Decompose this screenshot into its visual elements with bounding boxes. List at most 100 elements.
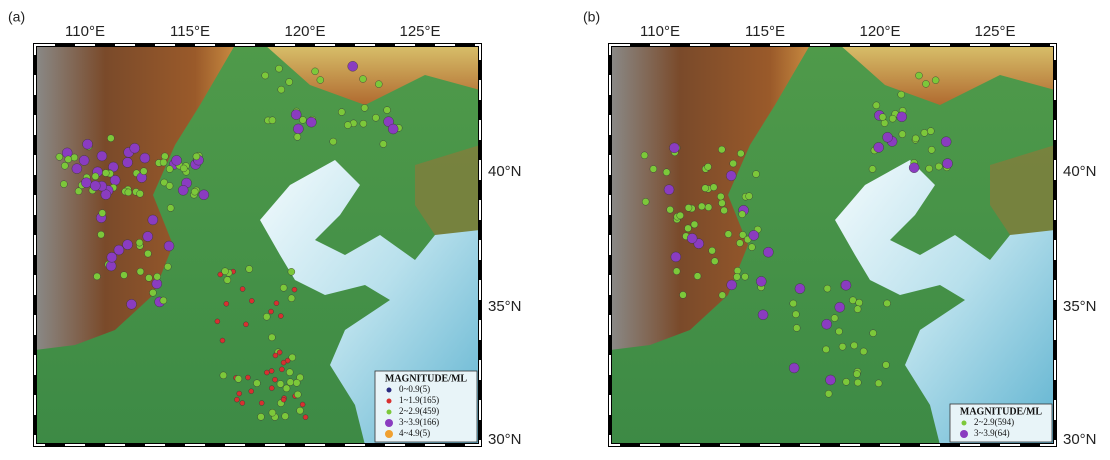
event-dot (149, 289, 156, 296)
event-dot (650, 165, 657, 172)
event-dot (249, 389, 254, 394)
event-dot (140, 153, 150, 163)
event-dot (879, 114, 886, 121)
event-dot (278, 86, 285, 93)
event-dot (79, 155, 89, 165)
event-dot (99, 210, 106, 217)
event-dot (166, 182, 173, 189)
event-dot (278, 313, 283, 318)
panel-label: (a) (8, 9, 25, 25)
event-dot (293, 124, 303, 134)
event-dot (338, 109, 345, 116)
event-dot (826, 375, 836, 385)
event-dot (144, 250, 151, 257)
map-panel: MAGNITUDE/ML2~2.9(594)3~3.9(64) (610, 45, 1055, 445)
event-dot (825, 390, 832, 397)
event-dot (849, 297, 856, 304)
event-dot (120, 272, 127, 279)
event-dot (243, 322, 248, 327)
event-dot (240, 287, 245, 292)
event-dot (710, 184, 717, 191)
lat-label: 30°N (1063, 431, 1097, 448)
event-dot (789, 363, 799, 373)
event-dot (56, 153, 63, 160)
event-dot (679, 291, 686, 298)
event-dot (372, 114, 379, 121)
event-dot (224, 301, 229, 306)
legend-swatch (385, 430, 393, 438)
event-dot (841, 280, 851, 290)
event-dot (193, 153, 200, 160)
event-dot (851, 342, 858, 349)
event-dot (83, 139, 93, 149)
event-dot (288, 268, 295, 275)
event-dot (719, 292, 726, 299)
event-dot (856, 299, 863, 306)
panel-label: (b) (583, 9, 600, 25)
event-dot (685, 204, 692, 211)
event-dot (306, 117, 316, 127)
legend-title: MAGNITUDE/ML (960, 406, 1043, 417)
event-dot (264, 370, 269, 375)
event-dot (915, 72, 922, 79)
event-dot (725, 231, 732, 238)
event-dot (127, 299, 137, 309)
lon-label: 115°E (745, 23, 785, 40)
event-dot (790, 300, 797, 307)
event-dot (234, 397, 239, 402)
event-dot (107, 135, 114, 142)
event-dot (269, 409, 276, 416)
event-dot (178, 185, 188, 195)
event-dot (717, 193, 724, 200)
event-dot (677, 212, 684, 219)
event-dot (749, 230, 759, 240)
event-dot (718, 146, 725, 153)
event-dot (269, 117, 276, 124)
event-dot (137, 268, 144, 275)
event-dot (282, 413, 289, 420)
event-dot (748, 244, 755, 251)
event-dot (922, 80, 929, 87)
legend-swatch (385, 419, 393, 427)
event-dot (160, 297, 167, 304)
event-dot (140, 168, 147, 175)
event-dot (874, 142, 884, 152)
event-dot (705, 163, 712, 170)
event-dot (167, 205, 174, 212)
event-dot (161, 153, 168, 160)
event-dot (921, 129, 928, 136)
event-dot (114, 245, 124, 255)
event-dot (824, 285, 831, 292)
event-dot (281, 397, 286, 402)
event-dot (388, 124, 398, 134)
event-dot (303, 415, 308, 420)
event-dot (294, 391, 301, 398)
event-dot (709, 247, 716, 254)
event-dot (753, 171, 760, 178)
event-dot (268, 334, 275, 341)
event-dot (883, 132, 893, 142)
event-dot (246, 265, 253, 272)
event-dot (889, 115, 896, 122)
event-dot (698, 203, 705, 210)
event-dot (835, 302, 845, 312)
event-dot (664, 185, 674, 195)
event-dot (691, 221, 698, 228)
event-dot (97, 151, 107, 161)
event-dot (836, 328, 843, 335)
legend-swatch (962, 421, 967, 426)
event-dot (822, 319, 832, 329)
event-dot (721, 207, 728, 214)
event-dot (673, 268, 680, 275)
event-dot (297, 407, 304, 414)
lon-label: 115°E (170, 23, 210, 40)
event-dot (164, 241, 174, 251)
event-dot (928, 146, 935, 153)
event-dot (718, 200, 725, 207)
event-dot (106, 261, 116, 271)
legend-label: 2~2.9(594) (974, 417, 1014, 427)
event-dot (312, 68, 319, 75)
event-dot (263, 313, 270, 320)
event-dot (742, 273, 749, 280)
event-dot (292, 287, 297, 292)
